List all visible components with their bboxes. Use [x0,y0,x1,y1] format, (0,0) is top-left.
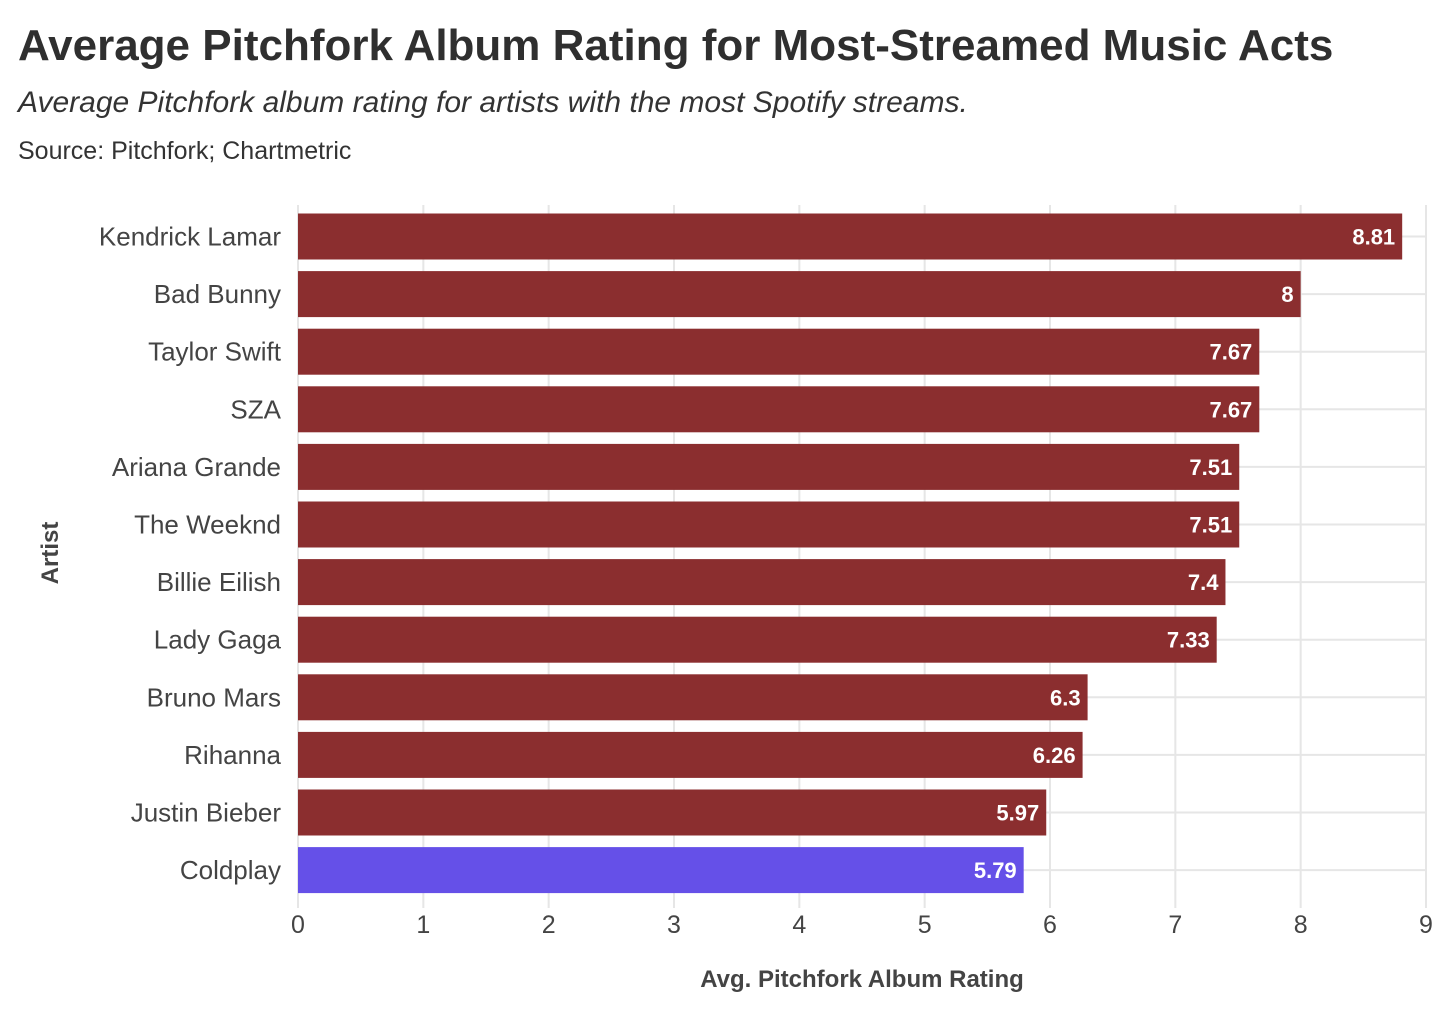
bar-taylor-swift [298,328,1260,375]
category-label: Rihanna [184,740,281,770]
x-tick-labels: 0 1 2 3 4 5 6 7 8 9 [291,911,1433,939]
bar-lady-gaga [298,616,1217,663]
value-label: 7.67 [1209,397,1252,422]
x-tick-label: 4 [792,911,806,939]
bar-billie-eilish [298,559,1226,606]
bar-coldplay [298,847,1024,894]
category-label: Kendrick Lamar [99,222,281,252]
bar-bad-bunny [298,271,1301,318]
x-tick-label: 2 [542,911,556,939]
category-label: Bruno Mars [147,682,281,712]
chart-source: Source: Pitchfork; Chartmetric [18,137,352,165]
value-label: 7.4 [1188,570,1219,595]
value-label: 7.67 [1209,340,1252,365]
category-label: Ariana Grande [112,452,281,482]
category-label: Lady Gaga [154,625,282,655]
x-tick-label: 1 [416,911,430,939]
value-label: 6.3 [1050,685,1081,710]
value-label: 5.97 [996,801,1039,826]
bars [298,213,1403,894]
x-axis-title: Avg. Pitchfork Album Rating [700,966,1024,993]
chart-title: Average Pitchfork Album Rating for Most-… [18,21,1334,70]
value-label: 8 [1281,282,1293,307]
category-label: Justin Bieber [131,798,282,828]
bar-ariana-grande [298,443,1240,490]
bar-sza [298,386,1260,433]
value-label: 7.51 [1189,513,1232,538]
x-tick-label: 9 [1419,911,1433,939]
category-label: Billie Eilish [157,567,281,597]
value-labels: 8.81 8 7.67 7.67 7.51 7.51 7.4 7.33 6.3 6.26 5.97 5… [971,222,1397,886]
bar-kendrick-lamar [298,213,1403,260]
x-tick-label: 0 [291,911,305,939]
category-label: SZA [230,394,281,424]
value-label: 6.26 [1033,743,1076,768]
x-tick-label: 3 [667,911,681,939]
category-label: Coldplay [180,855,281,885]
value-label: 7.51 [1189,455,1232,480]
chart-subtitle: Average Pitchfork album rating for artis… [18,86,968,119]
category-label: Taylor Swift [148,337,282,367]
bar-justin-bieber [298,789,1047,836]
category-label: The Weeknd [134,510,281,540]
x-tick-label: 6 [1043,911,1057,939]
value-label: 5.79 [974,858,1017,883]
bar-rihanna [298,731,1083,778]
y-axis-title: Artist [37,522,64,585]
value-label: 8.81 [1352,225,1395,250]
value-label: 7.33 [1167,628,1210,653]
category-labels: Kendrick Lamar Bad Bunny Taylor Swift SZA Ar… [99,222,282,886]
x-tick-label: 7 [1168,911,1182,939]
bar-the-weeknd [298,501,1240,548]
x-tick-label: 5 [918,911,932,939]
category-label: Bad Bunny [154,279,281,309]
bar-bruno-mars [298,674,1088,721]
x-tick-label: 8 [1294,911,1308,939]
